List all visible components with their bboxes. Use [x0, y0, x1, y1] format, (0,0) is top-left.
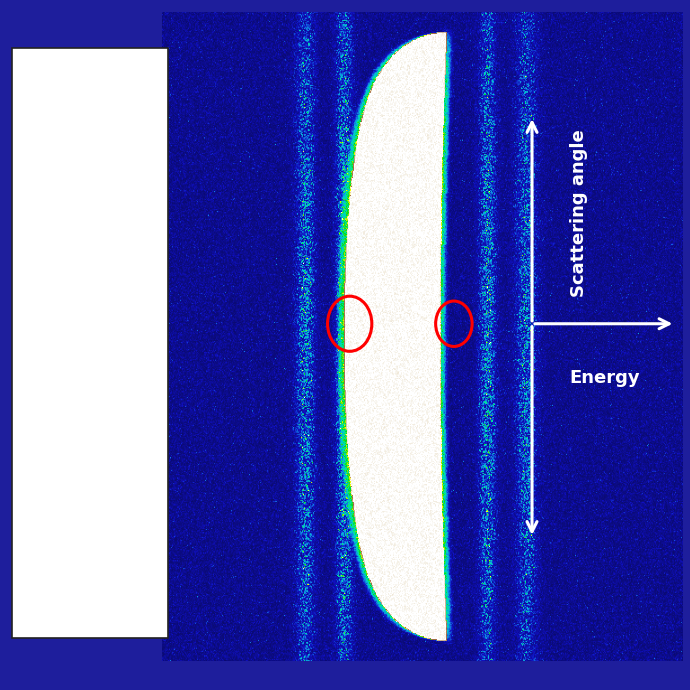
Text: Energy: Energy	[570, 369, 640, 387]
Y-axis label: Electron count: Electron count	[122, 275, 140, 411]
Text: Scattering angle: Scattering angle	[570, 130, 588, 297]
